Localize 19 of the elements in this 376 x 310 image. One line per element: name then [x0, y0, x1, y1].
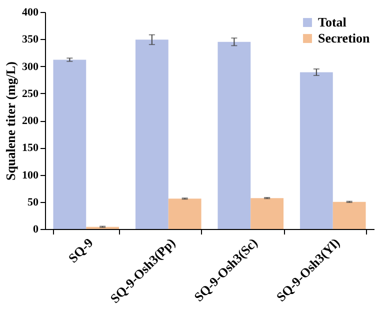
y-tick-label: 350 — [22, 34, 39, 46]
y-tick-label: 300 — [22, 60, 39, 73]
bar — [300, 72, 333, 229]
bar — [53, 60, 86, 229]
bar — [218, 42, 251, 229]
y-tick-label: 250 — [22, 88, 39, 100]
legend-label: Total — [318, 14, 347, 30]
y-tick-label: 0 — [33, 224, 39, 236]
bar — [332, 202, 366, 229]
bar — [250, 198, 284, 229]
bar — [168, 198, 202, 229]
legend-label: Secretion — [318, 30, 371, 46]
y-tick-label: 50 — [28, 196, 39, 208]
y-tick-label: 400 — [22, 6, 39, 18]
y-tick-label: 100 — [22, 169, 39, 182]
bar — [135, 40, 168, 229]
y-tick-label: 150 — [22, 142, 39, 154]
y-axis-title: Squalene titer (mg/L) — [3, 62, 18, 180]
y-tick-label: 200 — [22, 115, 39, 127]
